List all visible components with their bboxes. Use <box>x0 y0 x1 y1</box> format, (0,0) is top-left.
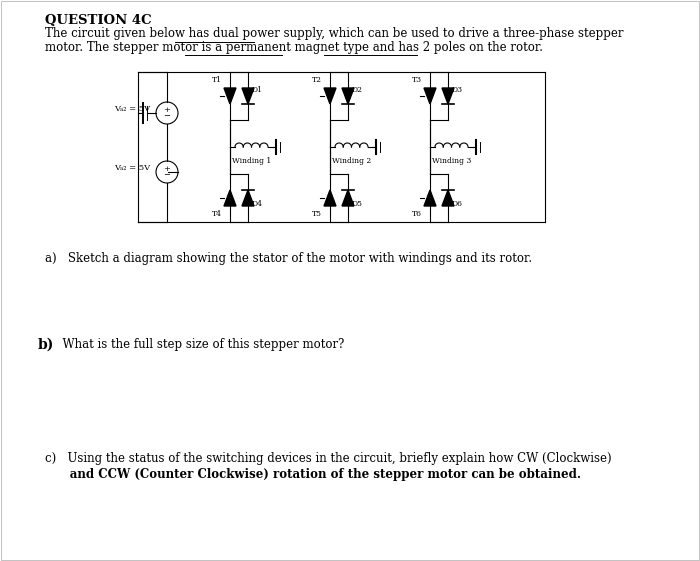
Text: −: − <box>164 171 171 179</box>
Text: T4: T4 <box>212 210 222 218</box>
Polygon shape <box>424 88 436 104</box>
Polygon shape <box>424 190 436 206</box>
Polygon shape <box>242 190 254 206</box>
Polygon shape <box>224 88 236 104</box>
Polygon shape <box>442 190 454 206</box>
Text: What is the full step size of this stepper motor?: What is the full step size of this stepp… <box>55 338 344 351</box>
Text: a)   Sketch a diagram showing the stator of the motor with windings and its roto: a) Sketch a diagram showing the stator o… <box>45 252 532 265</box>
Text: b): b) <box>38 338 55 352</box>
Text: D2: D2 <box>352 86 363 94</box>
Text: +: + <box>164 165 170 173</box>
Text: D4: D4 <box>252 200 263 208</box>
Text: D5: D5 <box>352 200 363 208</box>
Text: T3: T3 <box>412 76 422 84</box>
Text: QUESTION 4C: QUESTION 4C <box>45 14 152 27</box>
Polygon shape <box>342 190 354 206</box>
Text: Vₐ₂ = 5V: Vₐ₂ = 5V <box>114 105 150 113</box>
Polygon shape <box>442 88 454 104</box>
Text: D1: D1 <box>252 86 263 94</box>
Text: D3: D3 <box>452 86 463 94</box>
Text: The circuit given below has dual power supply, which can be used to drive a thre: The circuit given below has dual power s… <box>45 27 624 40</box>
Text: c)   Using the status of the switching devices in the circuit, briefly explain h: c) Using the status of the switching dev… <box>45 452 612 465</box>
Text: Winding 1: Winding 1 <box>232 157 271 165</box>
Polygon shape <box>324 88 336 104</box>
Text: T6: T6 <box>412 210 422 218</box>
Text: Winding 2: Winding 2 <box>332 157 371 165</box>
Polygon shape <box>342 88 354 104</box>
Text: and CCW (Counter Clockwise) rotation of the stepper motor can be obtained.: and CCW (Counter Clockwise) rotation of … <box>45 468 581 481</box>
Text: T5: T5 <box>312 210 322 218</box>
Polygon shape <box>224 190 236 206</box>
Text: motor. The stepper motor is a permanent magnet type and has 2 poles on the rotor: motor. The stepper motor is a permanent … <box>45 41 543 54</box>
Polygon shape <box>324 190 336 206</box>
Text: D6: D6 <box>452 200 463 208</box>
Text: T2: T2 <box>312 76 322 84</box>
Text: Winding 3: Winding 3 <box>432 157 471 165</box>
Text: +: + <box>164 106 170 114</box>
Text: Vₐ₂ = 5V: Vₐ₂ = 5V <box>114 164 150 172</box>
Text: −: − <box>164 112 171 120</box>
Text: T1: T1 <box>212 76 222 84</box>
Polygon shape <box>242 88 254 104</box>
